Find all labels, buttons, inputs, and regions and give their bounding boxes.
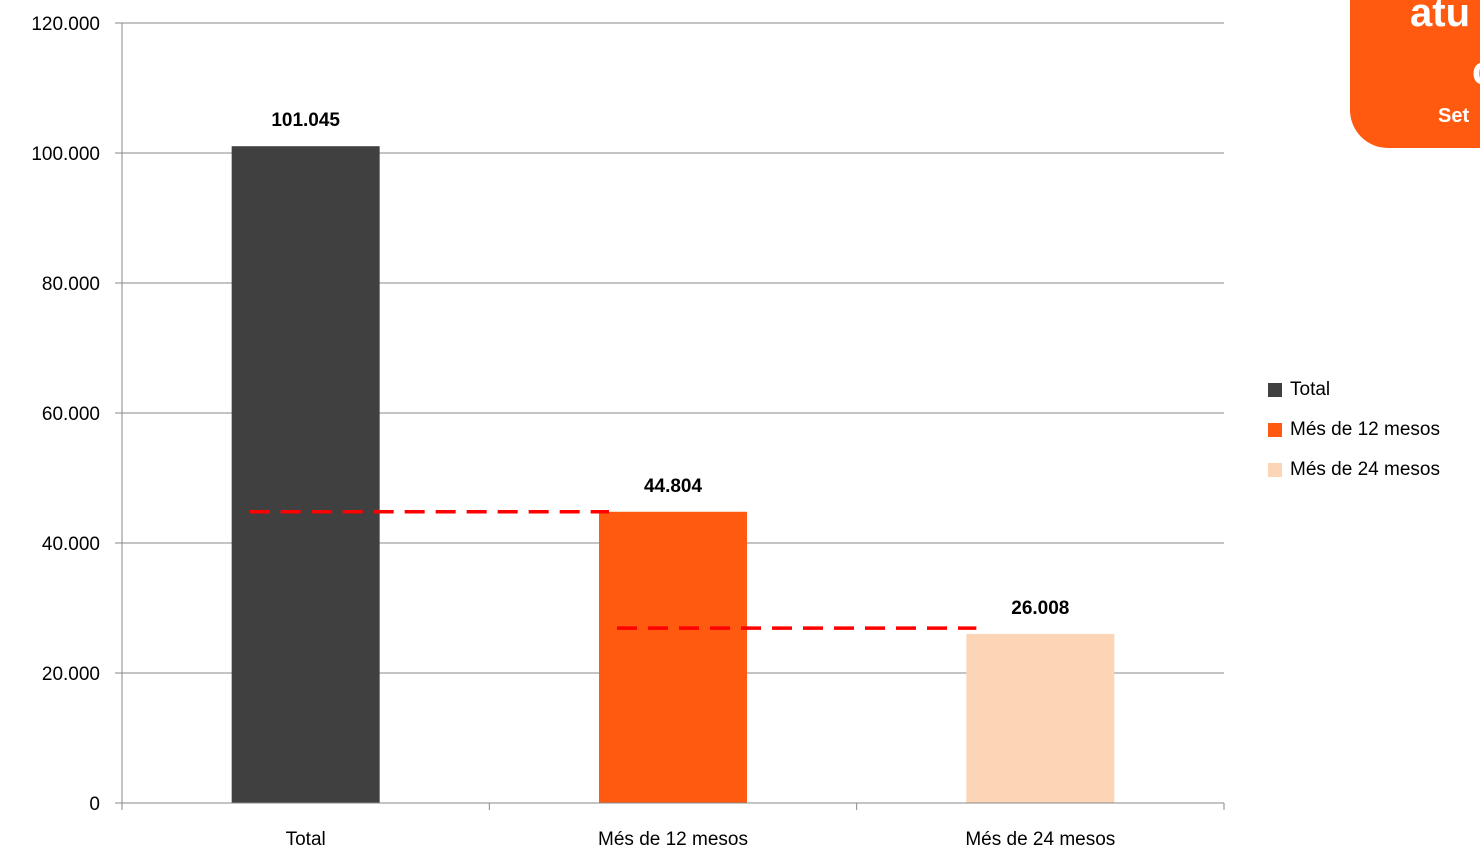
legend-label-24-mesos: Més de 24 mesos [1290, 459, 1440, 480]
legend-item-total: Total [1268, 370, 1440, 410]
corner-title-line-1: atu [1410, 0, 1470, 35]
data-label: 26.008 [1011, 598, 1069, 619]
bar [231, 146, 380, 803]
legend-label-12-mesos: Més de 12 mesos [1290, 419, 1440, 440]
y-tick-label: 0 [89, 794, 100, 815]
bar [966, 633, 1115, 803]
data-label: 44.804 [644, 476, 703, 497]
bars [231, 146, 1115, 803]
legend-swatch-24-mesos [1268, 463, 1282, 477]
legend-label-total: Total [1290, 379, 1331, 400]
axes [115, 22, 1225, 810]
legend-item-24-mesos: Més de 24 mesos [1268, 450, 1440, 490]
labels: 0 20.000 40.000 60.000 80.000 100.000 120.000 1… [31, 14, 1115, 849]
y-tick-label: 40.000 [42, 534, 100, 555]
x-category-label: Més de 24 mesos [965, 829, 1115, 849]
bar [599, 511, 747, 803]
y-tick-label: 120.000 [31, 14, 100, 35]
legend-swatch-12-mesos [1268, 423, 1282, 437]
x-category-label: Total [286, 829, 326, 849]
corner-title-line-2: c [1472, 48, 1480, 94]
corner-title-badge: atu c Set [1350, 0, 1480, 148]
legend-swatch-total [1268, 383, 1282, 397]
y-tick-label: 80.000 [42, 274, 100, 295]
x-category-label: Més de 12 mesos [598, 829, 748, 849]
y-tick-label: 100.000 [31, 144, 100, 165]
y-tick-label: 20.000 [42, 664, 100, 685]
data-label: 101.045 [271, 110, 340, 131]
legend: Total Més de 12 mesos Més de 24 mesos [1268, 370, 1440, 490]
corner-title-line-3: Set [1438, 105, 1470, 127]
legend-item-12-mesos: Més de 12 mesos [1268, 410, 1440, 450]
y-tick-label: 60.000 [42, 404, 100, 425]
